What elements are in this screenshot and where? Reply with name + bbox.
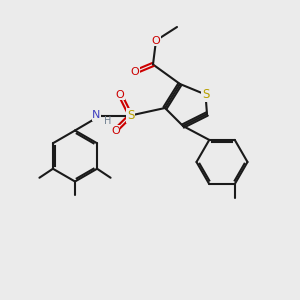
Text: H: H xyxy=(104,116,112,126)
Text: O: O xyxy=(111,125,120,136)
Text: O: O xyxy=(116,89,124,100)
Text: N: N xyxy=(92,110,100,121)
Text: O: O xyxy=(152,35,160,46)
Text: S: S xyxy=(202,88,209,101)
Text: S: S xyxy=(127,109,134,122)
Text: O: O xyxy=(130,67,140,77)
